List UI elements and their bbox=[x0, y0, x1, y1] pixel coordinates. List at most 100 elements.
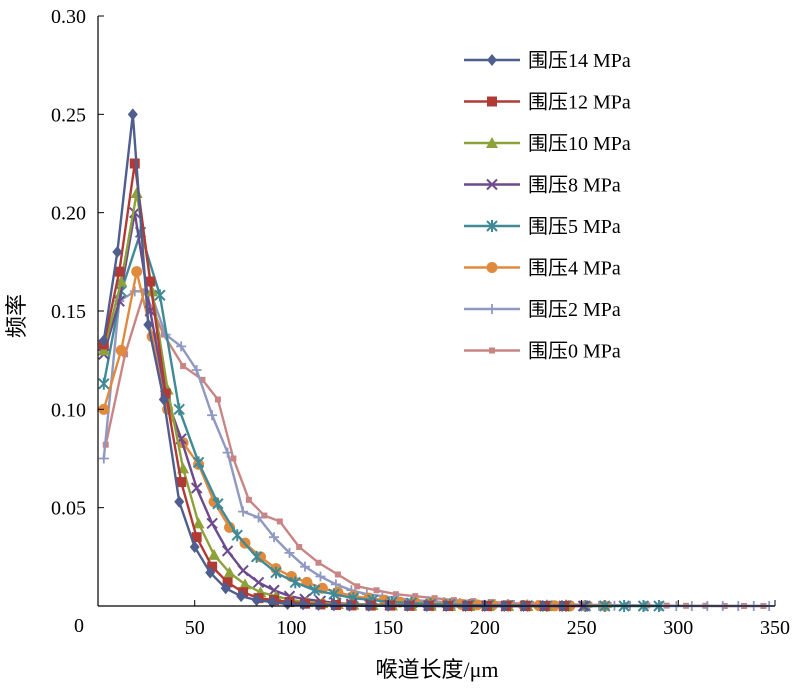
legend-label: 围压2 MPa bbox=[528, 299, 621, 321]
data-point bbox=[299, 561, 310, 572]
data-point bbox=[114, 266, 125, 277]
data-point bbox=[296, 544, 303, 550]
data-point bbox=[131, 266, 143, 278]
legend: 围压14 MPa 围压12 MPa 围压10 MPa 围压8 MPa 围压5 MPa 围压… bbox=[464, 50, 631, 363]
data-point bbox=[154, 289, 166, 302]
data-point bbox=[238, 506, 249, 517]
data-point bbox=[237, 564, 249, 577]
data-point bbox=[207, 561, 218, 572]
data-point bbox=[189, 541, 200, 553]
x-tick-label: 200 bbox=[470, 617, 500, 639]
data-point bbox=[97, 344, 110, 356]
data-point bbox=[313, 599, 324, 612]
data-point bbox=[222, 447, 233, 458]
data-point bbox=[284, 547, 295, 558]
legend-label: 围压4 MPa bbox=[528, 258, 621, 280]
data-point bbox=[112, 246, 123, 258]
legend-label: 围压12 MPa bbox=[528, 92, 631, 114]
data-point bbox=[191, 532, 202, 543]
data-point bbox=[98, 334, 109, 347]
data-point bbox=[206, 517, 218, 530]
data-point bbox=[129, 158, 140, 169]
data-point bbox=[298, 598, 309, 611]
data-point bbox=[192, 517, 205, 529]
data-point bbox=[129, 286, 140, 297]
data-point bbox=[487, 54, 497, 66]
data-point bbox=[220, 582, 231, 595]
data-point bbox=[214, 396, 221, 403]
series-6 bbox=[98, 286, 775, 611]
data-point bbox=[487, 96, 497, 107]
data-point bbox=[191, 365, 202, 375]
data-point bbox=[230, 455, 237, 462]
series-line bbox=[102, 290, 770, 608]
data-point bbox=[212, 497, 224, 510]
data-point bbox=[486, 137, 498, 148]
data-point bbox=[231, 529, 243, 542]
series-line bbox=[102, 191, 567, 608]
data-point bbox=[489, 347, 495, 354]
x-tick-label: 150 bbox=[373, 617, 403, 639]
legend-item: 围压14 MPa bbox=[464, 50, 631, 72]
x-tick-label: 300 bbox=[663, 617, 693, 639]
data-point bbox=[289, 576, 302, 589]
x-tick-label: 50 bbox=[185, 617, 205, 639]
data-point bbox=[115, 275, 128, 287]
series-line bbox=[102, 231, 659, 608]
legend-item: 围压5 MPa bbox=[464, 216, 621, 238]
data-point bbox=[354, 583, 361, 590]
y-tick-label: 0.05 bbox=[51, 498, 86, 520]
series-2 bbox=[97, 187, 573, 611]
data-point bbox=[252, 576, 265, 589]
data-point bbox=[236, 590, 247, 603]
data-point bbox=[145, 276, 156, 287]
data-point bbox=[224, 521, 236, 533]
data-point bbox=[223, 566, 236, 578]
data-point bbox=[276, 518, 283, 525]
data-point bbox=[486, 178, 498, 191]
x-axis-title: 喉道长度/μm bbox=[375, 657, 498, 682]
data-point bbox=[192, 456, 205, 469]
data-point bbox=[267, 596, 278, 609]
data-point bbox=[98, 377, 110, 390]
axes-layer: 0 0.05 0.10 0.15 0.20 0.25 0.30 50 100 150 200 250 3… bbox=[51, 6, 790, 639]
data-point bbox=[173, 403, 185, 416]
data-point bbox=[122, 351, 129, 358]
data-point bbox=[334, 571, 341, 578]
legend-item: 围压8 MPa bbox=[464, 175, 621, 197]
data-point bbox=[180, 363, 187, 370]
legend-item: 围压12 MPa bbox=[464, 92, 631, 114]
data-point bbox=[251, 594, 262, 607]
data-point bbox=[282, 598, 293, 611]
legend-label: 围压5 MPa bbox=[528, 216, 621, 238]
data-point bbox=[308, 584, 321, 597]
data-point bbox=[205, 566, 216, 579]
data-point bbox=[253, 512, 264, 523]
data-point bbox=[158, 393, 169, 406]
y-tick-label: 0.10 bbox=[51, 399, 86, 421]
data-point bbox=[130, 187, 143, 198]
y-axis-title: 频率 bbox=[4, 294, 29, 338]
legend-label: 围压8 MPa bbox=[528, 175, 621, 197]
data-point bbox=[127, 108, 138, 121]
data-point bbox=[238, 587, 249, 598]
data-point bbox=[207, 410, 218, 421]
legend-item: 围压2 MPa bbox=[464, 299, 621, 321]
data-point bbox=[115, 344, 127, 356]
data-point bbox=[221, 545, 234, 557]
legend-item: 围压10 MPa bbox=[464, 133, 631, 155]
y-tick-label: 0.25 bbox=[51, 104, 86, 126]
data-point bbox=[176, 477, 187, 488]
x-tick-label: 250 bbox=[567, 617, 597, 639]
data-point bbox=[269, 532, 280, 543]
data-point bbox=[199, 376, 206, 383]
y-tick-label: 0 bbox=[74, 615, 84, 637]
series-line bbox=[102, 270, 605, 608]
data-point bbox=[486, 220, 498, 232]
data-point bbox=[431, 595, 438, 602]
y-tick-label: 0.15 bbox=[51, 301, 86, 323]
data-point bbox=[208, 548, 221, 560]
data-point bbox=[143, 318, 154, 331]
legend-item: 围压4 MPa bbox=[464, 258, 621, 280]
series-4 bbox=[98, 226, 665, 612]
